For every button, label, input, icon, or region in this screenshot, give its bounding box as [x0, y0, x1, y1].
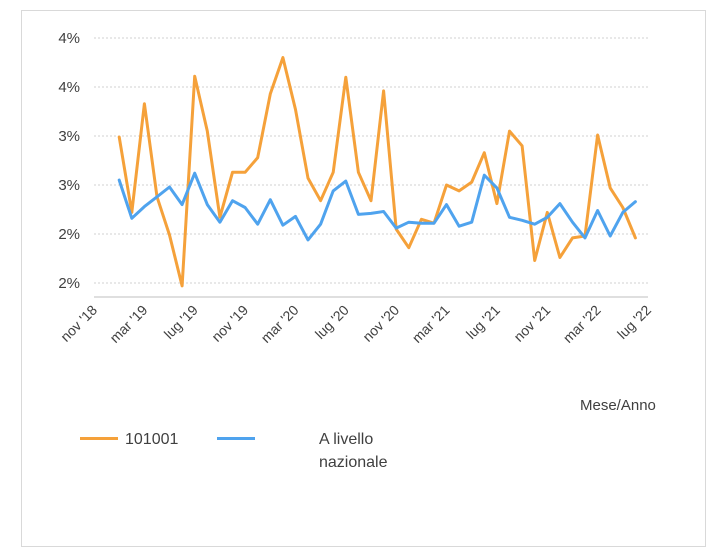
y-tick-label: 4%: [58, 30, 80, 47]
series-lines: [117, 56, 637, 288]
x-tick-label: nov '18: [57, 302, 100, 345]
x-tick-label: nov '20: [359, 302, 402, 345]
x-axis-ticks: nov '18 mar '19 lug '19 nov '19 mar '20 lug '…: [57, 302, 654, 346]
y-axis-ticks: 2% 2% 3% 3% 4% 4%: [58, 30, 80, 292]
x-tick-label: mar '19: [106, 302, 150, 346]
x-tick-label: nov '21: [510, 302, 553, 345]
series-line-1: [117, 171, 637, 242]
x-tick-label: lug '19: [161, 302, 201, 342]
x-tick-label: mar '20: [258, 302, 302, 346]
series-line-0: [117, 56, 637, 288]
x-tick-label: lug '20: [312, 302, 352, 342]
x-axis-title: Mese/Anno: [580, 397, 656, 414]
x-tick-label: lug '21: [463, 302, 503, 342]
y-tick-label: 3%: [58, 128, 80, 145]
y-tick-label: 4%: [58, 79, 80, 96]
chart-frame: [21, 10, 706, 547]
y-tick-label: 3%: [58, 177, 80, 194]
x-tick-label: nov '19: [208, 302, 251, 345]
x-tick-label: mar '22: [560, 302, 604, 346]
x-tick-label: mar '21: [409, 302, 453, 346]
x-tick-label: lug '22: [614, 302, 654, 342]
y-tick-label: 2%: [58, 275, 80, 292]
gridlines: [94, 37, 648, 284]
y-tick-label: 2%: [58, 226, 80, 243]
